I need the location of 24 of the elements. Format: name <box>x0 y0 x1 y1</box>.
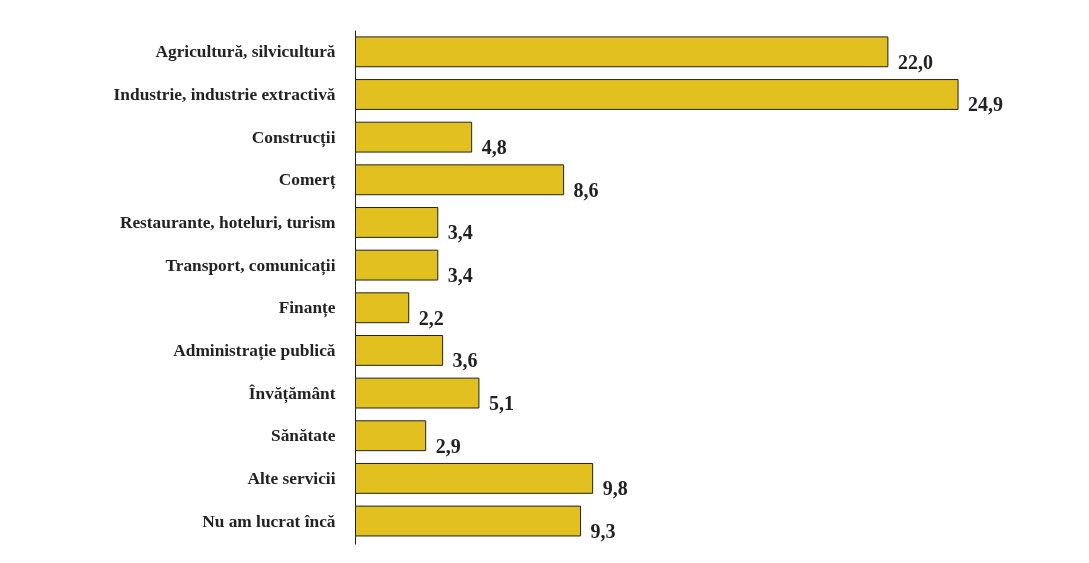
y-tick-label: Alte servicii <box>247 468 336 488</box>
y-tick-label: Industrie, industrie extractivă <box>113 84 336 104</box>
y-tick-label: Transport, comunicații <box>165 255 336 276</box>
y-tick-label: Nu am lucrat încă <box>202 511 336 531</box>
data-label: 5,1 <box>488 392 514 415</box>
data-label: 8,6 <box>573 178 599 201</box>
y-tick-label: Comerț <box>278 170 336 191</box>
data-label: 22,0 <box>897 50 933 73</box>
data-label: 3,4 <box>447 221 473 244</box>
y-tick-label: Construcții <box>251 127 336 148</box>
data-label: 3,4 <box>447 264 473 287</box>
y-tick-label: Agricultură, silvicultură <box>155 42 336 62</box>
data-label: 2,9 <box>435 434 461 457</box>
y-tick-label: Administrație publică <box>173 340 336 361</box>
data-label: 2,2 <box>418 306 444 329</box>
data-label: 24,9 <box>968 93 1004 116</box>
y-tick-label: Învățământ <box>248 383 336 404</box>
data-label: 9,8 <box>602 477 628 500</box>
y-tick-label: Sănătate <box>271 426 336 446</box>
data-label: 3,6 <box>452 349 478 372</box>
data-label: 4,8 <box>481 136 507 159</box>
y-tick-label: Restaurante, hoteluri, turism <box>119 212 337 232</box>
data-label: 9,3 <box>590 520 616 543</box>
y-tick-label: Finanțe <box>278 298 336 319</box>
